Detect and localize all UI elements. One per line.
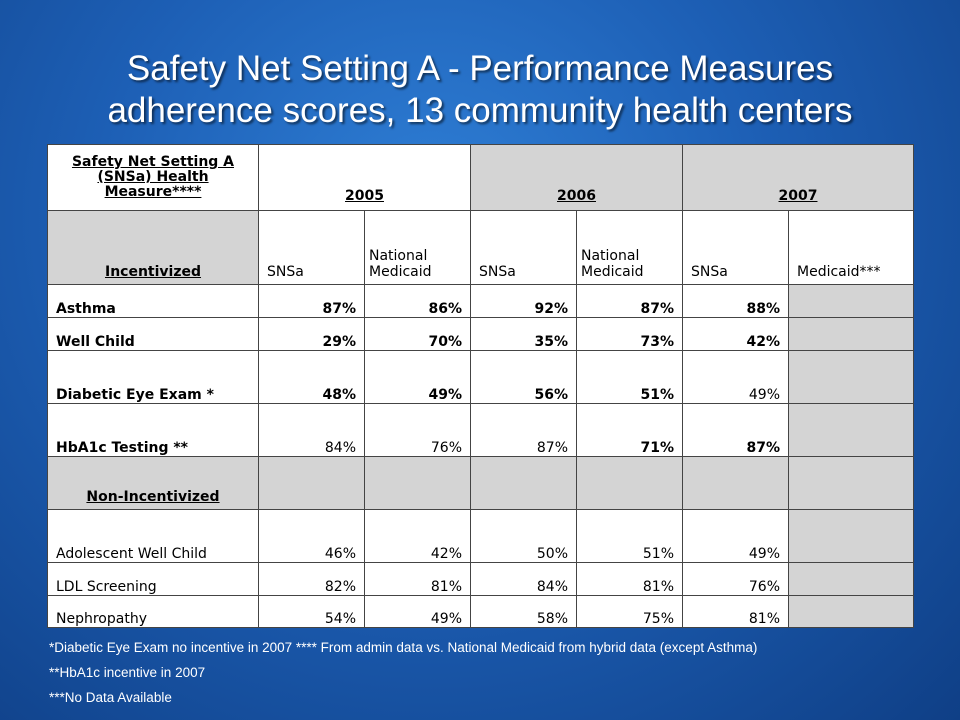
year-2005-header: 2005 bbox=[258, 144, 471, 211]
empty-header-cell bbox=[682, 456, 789, 510]
table-row: HbA1c Testing ** 84% 76% 87% 71% 87% bbox=[47, 403, 914, 457]
value-cell: 82% bbox=[258, 562, 365, 596]
value-cell: 56% bbox=[470, 350, 577, 404]
year-2006-header: 2006 bbox=[470, 144, 683, 211]
value-cell: 75% bbox=[576, 595, 683, 628]
row-label: LDL Screening bbox=[47, 562, 259, 596]
empty-header-cell bbox=[364, 456, 471, 510]
value-cell: 29% bbox=[258, 317, 365, 351]
value-cell: 50% bbox=[470, 509, 577, 563]
no-data-cell bbox=[788, 595, 914, 628]
table-row: Asthma 87% 86% 92% 87% 88% bbox=[47, 284, 914, 318]
no-data-cell bbox=[788, 317, 914, 351]
value-cell: 70% bbox=[364, 317, 471, 351]
value-cell: 51% bbox=[576, 350, 683, 404]
table-row: Diabetic Eye Exam * 48% 49% 56% 51% 49% bbox=[47, 350, 914, 404]
value-cell: 81% bbox=[682, 595, 789, 628]
slide-title: Safety Net Setting A - Performance Measu… bbox=[0, 48, 960, 132]
value-cell: 46% bbox=[258, 509, 365, 563]
non-incentivized-group-label: Non-Incentivized bbox=[47, 456, 259, 510]
year-header-row: Safety Net Setting A (SNSa) Health Measu… bbox=[47, 144, 914, 211]
value-cell: 76% bbox=[364, 403, 471, 457]
value-cell: 92% bbox=[470, 284, 577, 318]
row-label: HbA1c Testing ** bbox=[47, 403, 259, 457]
performance-measures-table: Safety Net Setting A (SNSa) Health Measu… bbox=[47, 144, 914, 628]
row-label: Asthma bbox=[47, 284, 259, 318]
value-cell: 84% bbox=[470, 562, 577, 596]
table-row: LDL Screening 82% 81% 84% 81% 76% bbox=[47, 562, 914, 596]
no-data-cell bbox=[788, 350, 914, 404]
footnote-diabetic-eye-exam: *Diabetic Eye Exam no incentive in 2007 … bbox=[49, 640, 758, 655]
empty-header-cell bbox=[258, 456, 365, 510]
value-cell: 71% bbox=[576, 403, 683, 457]
value-cell: 76% bbox=[682, 562, 789, 596]
value-cell: 73% bbox=[576, 317, 683, 351]
value-cell: 48% bbox=[258, 350, 365, 404]
title-line-1: Safety Net Setting A - Performance Measu… bbox=[126, 49, 834, 88]
subheader-2005-national-medicaid: National Medicaid bbox=[364, 210, 471, 285]
title-line-2: adherence scores, 13 community health ce… bbox=[107, 91, 853, 130]
value-cell: 49% bbox=[682, 350, 789, 404]
row-label: Diabetic Eye Exam * bbox=[47, 350, 259, 404]
non-incentivized-header-row: Non-Incentivized bbox=[47, 456, 914, 510]
value-cell: 58% bbox=[470, 595, 577, 628]
no-data-cell bbox=[788, 562, 914, 596]
subheader-2006-national-medicaid: National Medicaid bbox=[576, 210, 683, 285]
empty-header-cell bbox=[788, 456, 914, 510]
subheader-2007-medicaid: Medicaid*** bbox=[788, 210, 914, 285]
year-2007-header: 2007 bbox=[682, 144, 914, 211]
table-row: Adolescent Well Child 46% 42% 50% 51% 49… bbox=[47, 509, 914, 563]
no-data-cell bbox=[788, 403, 914, 457]
value-cell: 87% bbox=[258, 284, 365, 318]
value-cell: 87% bbox=[682, 403, 789, 457]
incentivized-group-label: Incentivized bbox=[47, 210, 259, 285]
value-cell: 51% bbox=[576, 509, 683, 563]
value-cell: 87% bbox=[470, 403, 577, 457]
footnote-hba1c: **HbA1c incentive in 2007 bbox=[49, 665, 206, 680]
value-cell: 88% bbox=[682, 284, 789, 318]
value-cell: 81% bbox=[364, 562, 471, 596]
value-cell: 42% bbox=[682, 317, 789, 351]
empty-header-cell bbox=[576, 456, 683, 510]
empty-header-cell bbox=[470, 456, 577, 510]
value-cell: 49% bbox=[364, 595, 471, 628]
table-row: Well Child 29% 70% 35% 73% 42% bbox=[47, 317, 914, 351]
footnote-no-data: ***No Data Available bbox=[49, 690, 172, 705]
value-cell: 84% bbox=[258, 403, 365, 457]
measure-header: Safety Net Setting A (SNSa) Health Measu… bbox=[47, 144, 259, 211]
value-cell: 86% bbox=[364, 284, 471, 318]
footnotes: *Diabetic Eye Exam no incentive in 2007 … bbox=[49, 640, 757, 715]
row-label: Adolescent Well Child bbox=[47, 509, 259, 563]
value-cell: 54% bbox=[258, 595, 365, 628]
subheader-row: Incentivized SNSa National Medicaid SNSa… bbox=[47, 210, 914, 285]
row-label: Well Child bbox=[47, 317, 259, 351]
value-cell: 87% bbox=[576, 284, 683, 318]
table-row: Nephropathy 54% 49% 58% 75% 81% bbox=[47, 595, 914, 628]
value-cell: 81% bbox=[576, 562, 683, 596]
value-cell: 42% bbox=[364, 509, 471, 563]
subheader-2006-snsa: SNSa bbox=[470, 210, 577, 285]
value-cell: 35% bbox=[470, 317, 577, 351]
value-cell: 49% bbox=[682, 509, 789, 563]
value-cell: 49% bbox=[364, 350, 471, 404]
no-data-cell bbox=[788, 509, 914, 563]
no-data-cell bbox=[788, 284, 914, 318]
subheader-2005-snsa: SNSa bbox=[258, 210, 365, 285]
row-label: Nephropathy bbox=[47, 595, 259, 628]
subheader-2007-snsa: SNSa bbox=[682, 210, 789, 285]
